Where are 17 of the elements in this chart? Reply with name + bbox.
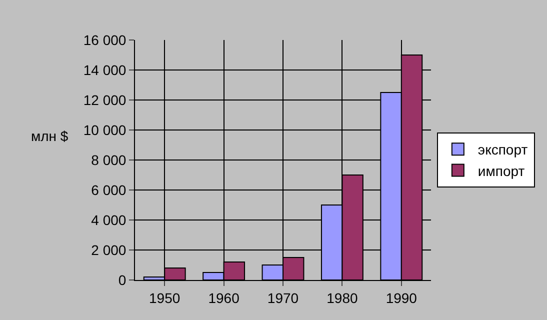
y-tick-label: 8 000	[91, 152, 126, 168]
y-tick-label: 0	[118, 272, 126, 288]
y-axis-title: млн $	[31, 128, 68, 144]
y-tick-label: 14 000	[83, 62, 126, 78]
x-tick-label: 1970	[267, 290, 299, 306]
legend-label: импорт	[478, 162, 526, 179]
y-tick-label: 6 000	[91, 182, 126, 198]
x-tick-label: 1950	[149, 290, 180, 306]
y-tick-label: 4 000	[91, 212, 126, 228]
x-tick-label: 1980	[326, 290, 358, 306]
y-tick-label: 10 000	[83, 122, 126, 138]
x-tick-label: 1990	[386, 290, 418, 306]
legend-label: экспорт	[478, 142, 528, 158]
x-tick-label: 1960	[208, 290, 240, 306]
y-tick-label: 12 000	[83, 92, 126, 108]
y-tick-label: 2 000	[91, 242, 126, 258]
y-tick-label: 16 000	[83, 32, 126, 48]
